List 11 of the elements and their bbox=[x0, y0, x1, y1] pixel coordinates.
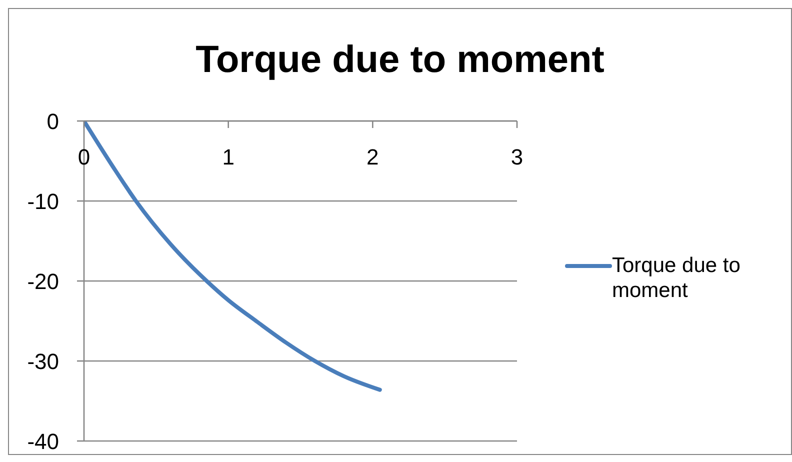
x-tick-label: 1 bbox=[222, 144, 234, 170]
x-tick-label: 0 bbox=[78, 144, 90, 170]
x-tick-label: 2 bbox=[366, 144, 379, 170]
y-tick-label: 0 bbox=[46, 108, 59, 134]
y-tick-label: -10 bbox=[27, 188, 59, 214]
y-tick-label: -40 bbox=[27, 428, 59, 454]
x-tick-label: 3 bbox=[510, 144, 524, 170]
chart-title: Torque due to moment bbox=[194, 38, 606, 82]
legend-label: Torque due to moment bbox=[612, 253, 742, 303]
y-tick-label: -30 bbox=[27, 348, 59, 374]
y-tick-label: -20 bbox=[27, 268, 59, 294]
